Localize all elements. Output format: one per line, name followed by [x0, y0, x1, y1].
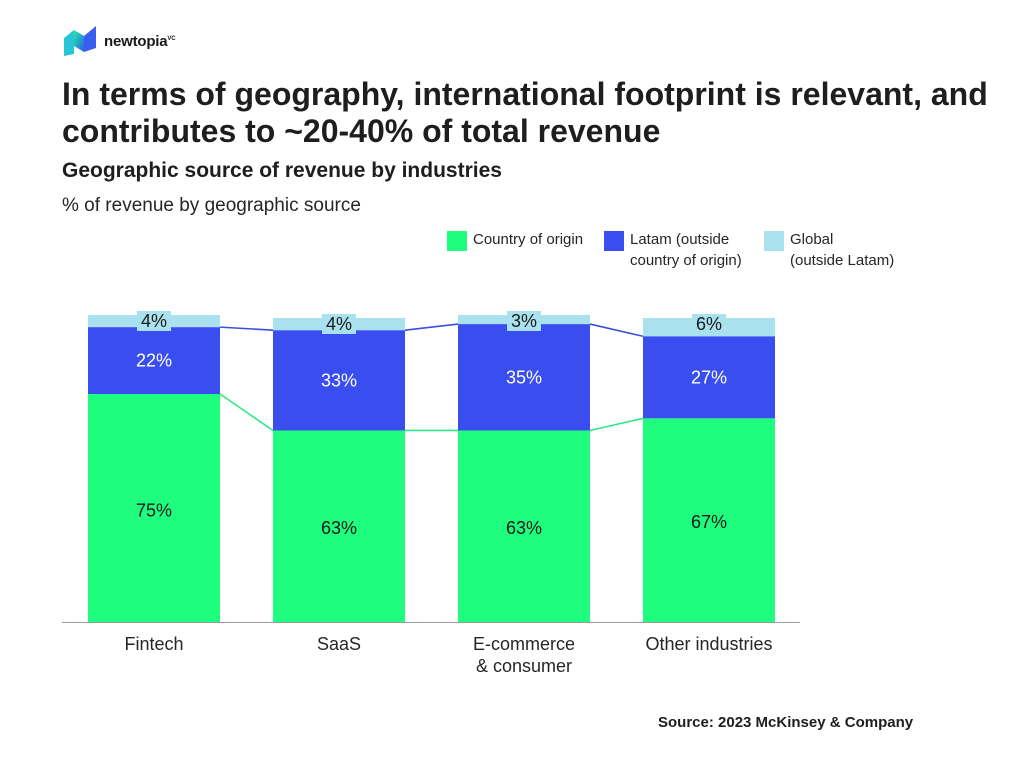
data-label-country: 67% — [691, 512, 727, 532]
data-label-latam: 27% — [691, 367, 727, 387]
data-label-latam: 35% — [506, 367, 542, 387]
x-tick-label: Fintech — [124, 634, 183, 654]
legend-label-latam: Latam (outside country of origin) — [630, 231, 742, 269]
bar-segment-latam — [458, 324, 590, 431]
newtopia-logo-icon — [64, 26, 96, 56]
legend-swatch-latam — [604, 231, 624, 251]
data-label-bg — [322, 314, 356, 334]
connector-line-latam — [404, 323, 459, 331]
bar-segment-country — [273, 430, 405, 622]
data-label-bg — [692, 314, 726, 334]
data-label-global: 3% — [511, 311, 537, 331]
page-title: In terms of geography, international foo… — [62, 76, 988, 149]
bar-segment-country — [643, 418, 775, 622]
chart-caption: % of revenue by geographic source — [62, 195, 361, 216]
bar-segment-latam — [643, 336, 775, 419]
chart-subtitle: Geographic source of revenue by industri… — [62, 159, 502, 182]
x-tick-label: E-commerce & consumer — [473, 634, 575, 676]
brand-logo: newtopiaVC — [64, 26, 176, 56]
data-label-global: 4% — [141, 311, 167, 331]
brand-name: newtopiaVC — [104, 32, 176, 50]
data-label-country: 63% — [321, 518, 357, 538]
x-tick-label: Other industries — [645, 634, 772, 654]
legend-swatch-country — [447, 231, 467, 251]
legend-label-global: Global (outside Latam) — [790, 231, 895, 269]
data-label-country: 75% — [136, 500, 172, 520]
connector-line-latam — [219, 326, 274, 331]
data-label-global: 6% — [696, 314, 722, 334]
data-label-global: 4% — [326, 314, 352, 334]
data-label-bg — [137, 310, 171, 331]
data-label-bg — [507, 310, 541, 331]
legend-swatch-global — [764, 231, 784, 251]
bar-segment-latam — [88, 327, 220, 394]
bar-segment-country — [88, 394, 220, 622]
source-note: Source: 2023 McKinsey & Company — [658, 714, 914, 731]
data-label-latam: 33% — [321, 370, 357, 390]
legend-item-country: Country of origin — [447, 229, 583, 251]
bar-segment-country — [458, 430, 590, 622]
bar-segment-latam — [273, 330, 405, 431]
connector-line-country — [589, 417, 644, 432]
legend-item-latam: Latam (outside country of origin) — [604, 229, 742, 271]
connector-line-latam — [589, 323, 644, 338]
data-label-country: 63% — [506, 518, 542, 538]
connector-line-country — [219, 393, 274, 432]
legend-item-global: Global (outside Latam) — [764, 229, 894, 271]
x-tick-label: SaaS — [317, 634, 361, 654]
data-label-latam: 22% — [136, 351, 172, 371]
legend-label-country: Country of origin — [473, 231, 584, 248]
